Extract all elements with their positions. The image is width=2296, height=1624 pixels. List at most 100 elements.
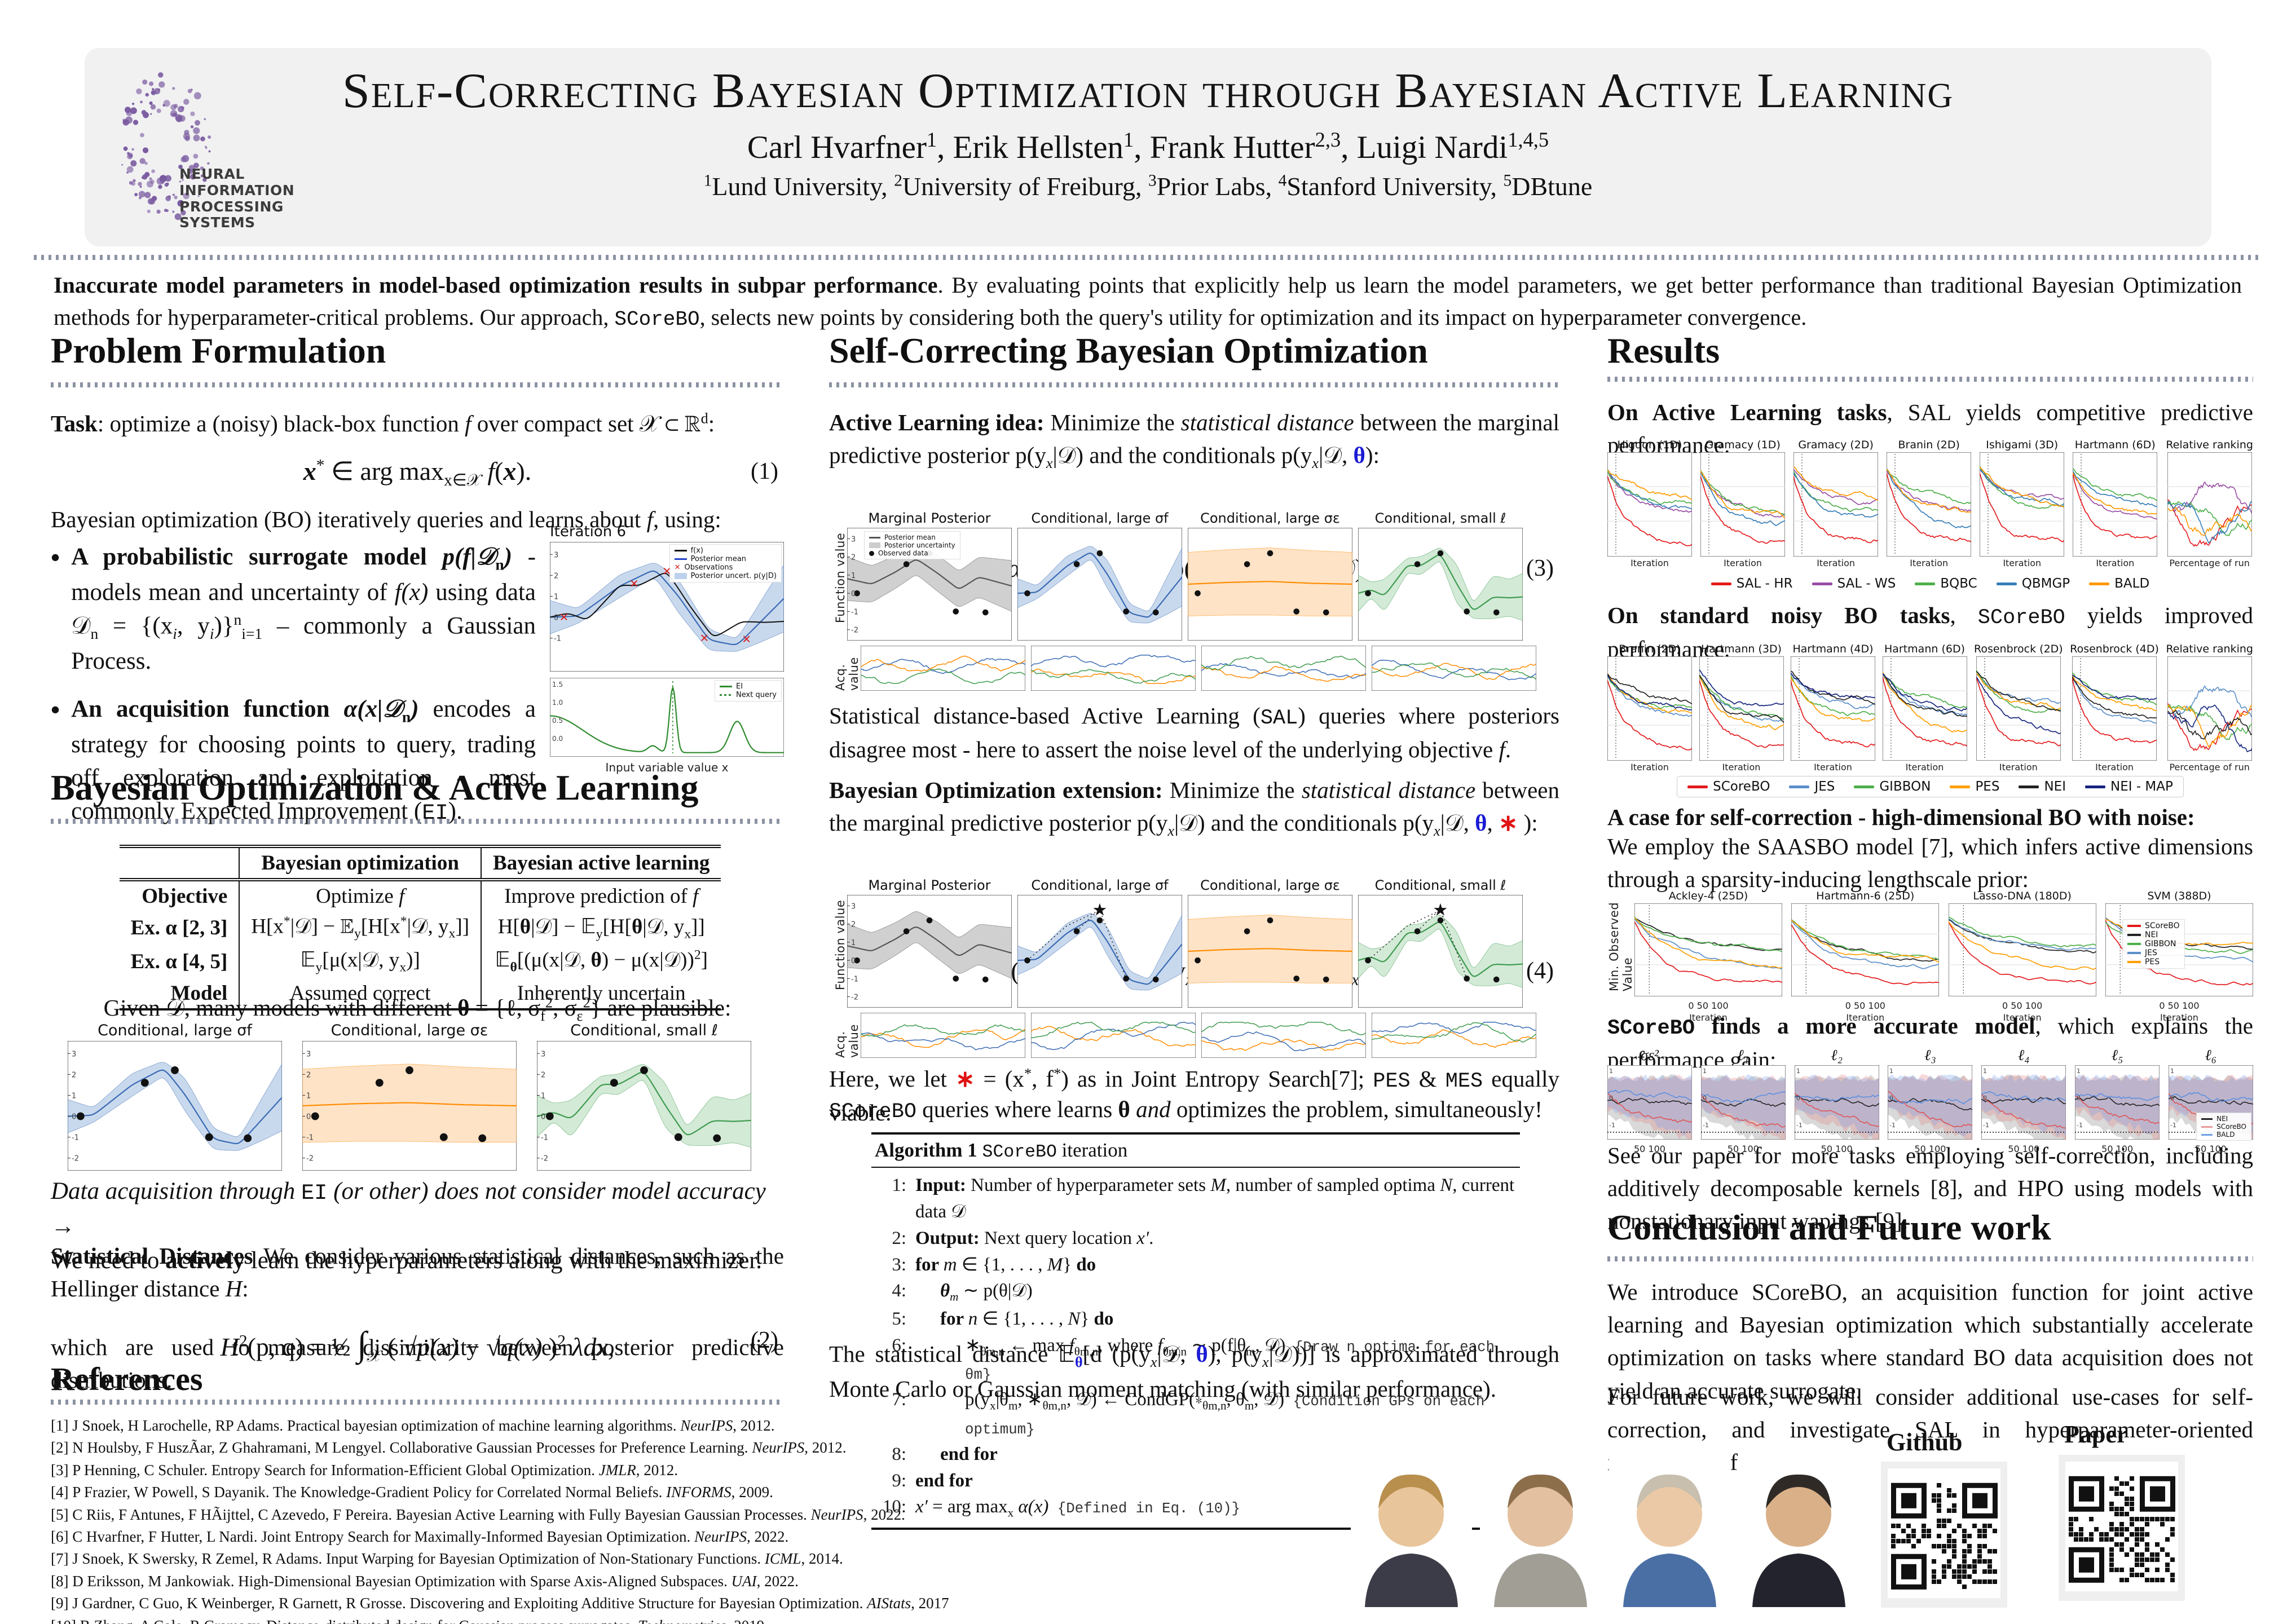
svg-text:1: 1 [2170, 1067, 2174, 1075]
saasbo-panel: Hartmann-6 (25D) 0 50 100 Iteration [1791, 890, 1940, 1023]
algorithm-line: 1: Input: Number of hyperparameter sets M… [892, 1175, 1515, 1222]
svg-text:-1: -1 [2077, 1122, 2083, 1129]
svg-text:0: 0 [554, 614, 558, 623]
svg-text:2: 2 [554, 572, 558, 580]
algorithm-lines: 1: Input: Number of hyperparameter sets M… [871, 1168, 1520, 1528]
svg-text:-1: -1 [1889, 1122, 1896, 1129]
svg-text:★: ★ [1092, 901, 1108, 919]
hyperparameter-panel: ℓ₆ 1 0 -1 NEI SCoreBO BALD 50 100 [2168, 1047, 2254, 1154]
algorithm-box: Algorithm 1 SCoreBO iteration 1: Input: N… [871, 1132, 1520, 1530]
author-photos [1351, 1446, 1867, 1607]
result-panel: Higdon (1D) Iteration [1607, 439, 1692, 568]
result-plot [1699, 656, 1784, 761]
equation-2: H2(p, q) = ½ ∫𝒳 ( √p(x) − √q(x) )2 λdx, … [51, 1325, 784, 1366]
svg-text:3: 3 [554, 551, 558, 559]
al-results-plots: Higdon (1D) Iteration Gramacy (1D) Iteratio… [1607, 439, 2253, 568]
algorithm-line: 6: ∗θm,n ← max fθm,n, where fθm,n ∼ p(f|θ… [892, 1335, 1495, 1384]
svg-text:1: 1 [1796, 1067, 1800, 1075]
result-panel: Hartmann (6D) Iteration [1882, 643, 1967, 773]
svg-text:0: 0 [2077, 1095, 2081, 1102]
scorebo-gp-figure: Function value Marginal Posterior 3 2 1 0 -1 -2… [834, 877, 1542, 1061]
ylabel: Function value [834, 532, 847, 623]
svg-text:-1: -1 [851, 975, 858, 983]
here-we-let-text: Here, we let ∗ = (x*, f*) as in Joint En… [829, 1065, 1559, 1126]
svg-text:1: 1 [851, 572, 856, 580]
reference-item: [7] J Snoek, K Swersky, R Zemel, R Adams… [51, 1550, 843, 1568]
github-label: Github [1887, 1428, 1963, 1456]
algorithm-line: 10: x′ = arg maxx α(x) {Defined in Eq. (1… [882, 1497, 1241, 1520]
bo-extension-text: Bayesian Optimization extension: Minimiz… [829, 774, 1559, 842]
algorithm-line: 3: for m ∈ {1, . . . , M} do [892, 1254, 1096, 1275]
bullet-text: A probabilistic surrogate model p(f|𝒟n) … [71, 544, 536, 674]
iteration6-figure: Iteration 6 ✕ ✕ ✕ ✕ ✕ 3 2 1 0 -1 f(x) Posterior mean… [549, 523, 785, 774]
author-photo [1351, 1446, 1472, 1607]
saasbo-ylabel: Min. Observed Value [1607, 902, 1634, 991]
given-models-text: Given 𝒟, many models with different θ = … [103, 994, 731, 1025]
reference-list: [1] J Snoek, H Larochelle, RP Adams. Pra… [51, 1416, 953, 1624]
table-cell: Improve prediction of f [504, 885, 699, 908]
svg-text:2: 2 [306, 1071, 311, 1079]
svg-text:-1: -1 [1703, 1122, 1709, 1129]
svg-text:1: 1 [72, 1092, 76, 1100]
result-plot [1791, 656, 1875, 761]
bullet-marker: • [51, 695, 60, 725]
paper-label: Paper [2064, 1420, 2128, 1448]
divider [829, 382, 1559, 387]
sal-text: Statistical distance-based Active Learni… [829, 703, 1559, 763]
result-panel: Hartmann (4D) Iteration [1791, 643, 1875, 773]
svg-text:✕: ✕ [629, 577, 639, 590]
legend-item: SAL - WS [1812, 576, 1896, 591]
result-plot [1634, 903, 1783, 997]
author-photo [1480, 1446, 1601, 1607]
result-plot [2167, 656, 2252, 761]
gp-plot [1017, 527, 1183, 641]
saasbo-panel: SVM (388D) SCoreBO NEI GIBBON JES PES 0 50 100… [2105, 890, 2254, 1023]
section-title-bo-active-learning: Bayesian Optimization & Active Learning [51, 767, 699, 807]
comparison-table-wrap: Bayesian optimization Bayesian active le… [56, 845, 784, 1010]
task-text: Task: optimize a (noisy) black-box funct… [51, 410, 715, 436]
result-plot [1793, 452, 1879, 557]
after-eq2-text: which are used to measure dissimilarity … [51, 1334, 784, 1393]
legend-item: NEI [2019, 779, 2066, 794]
conditional-plot: Conditional, large σε 3 2 1 0 -1 -2 [302, 1022, 517, 1171]
svg-text:-2: -2 [306, 1155, 314, 1163]
svg-text:-1: -1 [1983, 1122, 1989, 1129]
hyper-plot: 1 0 -1 [1700, 1065, 1786, 1156]
result-panel: Ishigami (3D) Iteration [1980, 439, 2065, 568]
legend-item: QBMGP [1996, 576, 2070, 591]
hyperparameter-panel: ℓ₂ 1 0 -1 50 100 [1794, 1047, 1880, 1155]
svg-text:0: 0 [1796, 1095, 1800, 1102]
divider [51, 382, 784, 387]
svg-text:1: 1 [306, 1092, 311, 1100]
svg-text:0: 0 [2170, 1095, 2174, 1102]
saasbo-legend: SCoreBO NEI GIBBON JES PES [2122, 919, 2185, 969]
svg-text:0: 0 [306, 1113, 311, 1122]
poster-title: Self-Correcting Bayesian Optimization th… [342, 64, 1954, 118]
ylabel-acq: Acq. value [834, 1024, 861, 1058]
paper-qr-code [2065, 1462, 2178, 1591]
conditional-plot: Conditional, small ℓ 3 2 1 0 -1 -2 [537, 1022, 751, 1171]
acq-panel [1030, 1012, 1196, 1061]
ei-legend: EI Next query [715, 680, 782, 701]
neurips-logo-text: NEURAL INFORMATION PROCESSING SYSTEMS [179, 166, 349, 231]
gp-panel: Conditional, large σε [1187, 510, 1353, 643]
acq-plot [1030, 645, 1196, 691]
figure-title: Iteration 6 [550, 523, 627, 540]
bo-vs-bal-table: Bayesian optimization Bayesian active le… [119, 845, 721, 1010]
result-plot [1980, 452, 2065, 557]
gp-plot: 3 2 1 0 -1 -2 [302, 1041, 517, 1171]
result-plot [1607, 452, 1692, 557]
svg-text:1: 1 [1703, 1067, 1707, 1075]
legend-item: SCoreBO [1687, 779, 1770, 794]
divider [51, 1400, 784, 1405]
reference-item: [2] N Houlsby, F HuszÃar, Z Ghahramani, … [51, 1439, 847, 1457]
gp-panel: Conditional, small ℓ [1358, 510, 1523, 643]
svg-text:0: 0 [1609, 1095, 1613, 1102]
svg-text:✕: ✕ [559, 611, 569, 624]
reference-item: [4] P Frazier, W Powell, S Dayanik. The … [51, 1484, 773, 1501]
svg-text:1.5: 1.5 [552, 681, 563, 689]
equation-4-number: (4) [1526, 957, 1554, 984]
bullet-list: • A probabilistic surrogate model p(f|𝒟n… [51, 540, 536, 844]
svg-text:1: 1 [541, 1092, 545, 1100]
